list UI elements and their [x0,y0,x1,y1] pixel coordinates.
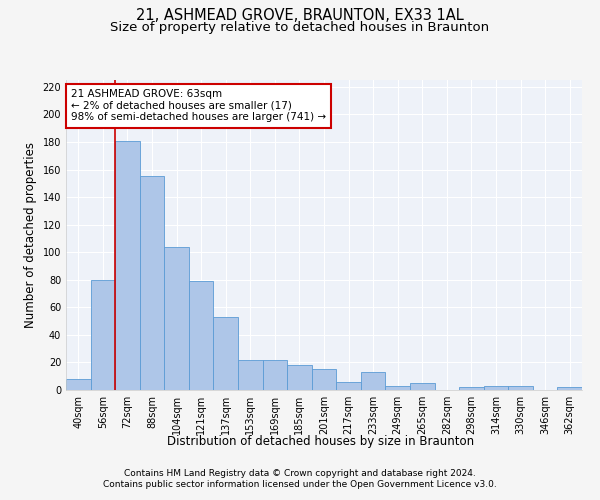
Bar [214,317,238,390]
Bar [484,386,508,390]
Bar [508,386,533,390]
Bar [238,360,263,390]
Text: Size of property relative to detached houses in Braunton: Size of property relative to detached ho… [110,21,490,34]
Y-axis label: Number of detached properties: Number of detached properties [24,142,37,328]
Bar [336,382,361,390]
Text: 21 ASHMEAD GROVE: 63sqm
← 2% of detached houses are smaller (17)
98% of semi-det: 21 ASHMEAD GROVE: 63sqm ← 2% of detached… [71,90,326,122]
Bar [164,246,189,390]
Bar [459,387,484,390]
Bar [263,360,287,390]
Bar [140,176,164,390]
Bar [312,370,336,390]
Text: 21, ASHMEAD GROVE, BRAUNTON, EX33 1AL: 21, ASHMEAD GROVE, BRAUNTON, EX33 1AL [136,8,464,22]
Text: Distribution of detached houses by size in Braunton: Distribution of detached houses by size … [167,435,475,448]
Bar [361,372,385,390]
Bar [115,140,140,390]
Bar [189,281,214,390]
Text: Contains HM Land Registry data © Crown copyright and database right 2024.: Contains HM Land Registry data © Crown c… [124,468,476,477]
Bar [557,387,582,390]
Bar [385,386,410,390]
Bar [91,280,115,390]
Bar [287,365,312,390]
Bar [66,379,91,390]
Bar [410,383,434,390]
Text: Contains public sector information licensed under the Open Government Licence v3: Contains public sector information licen… [103,480,497,489]
